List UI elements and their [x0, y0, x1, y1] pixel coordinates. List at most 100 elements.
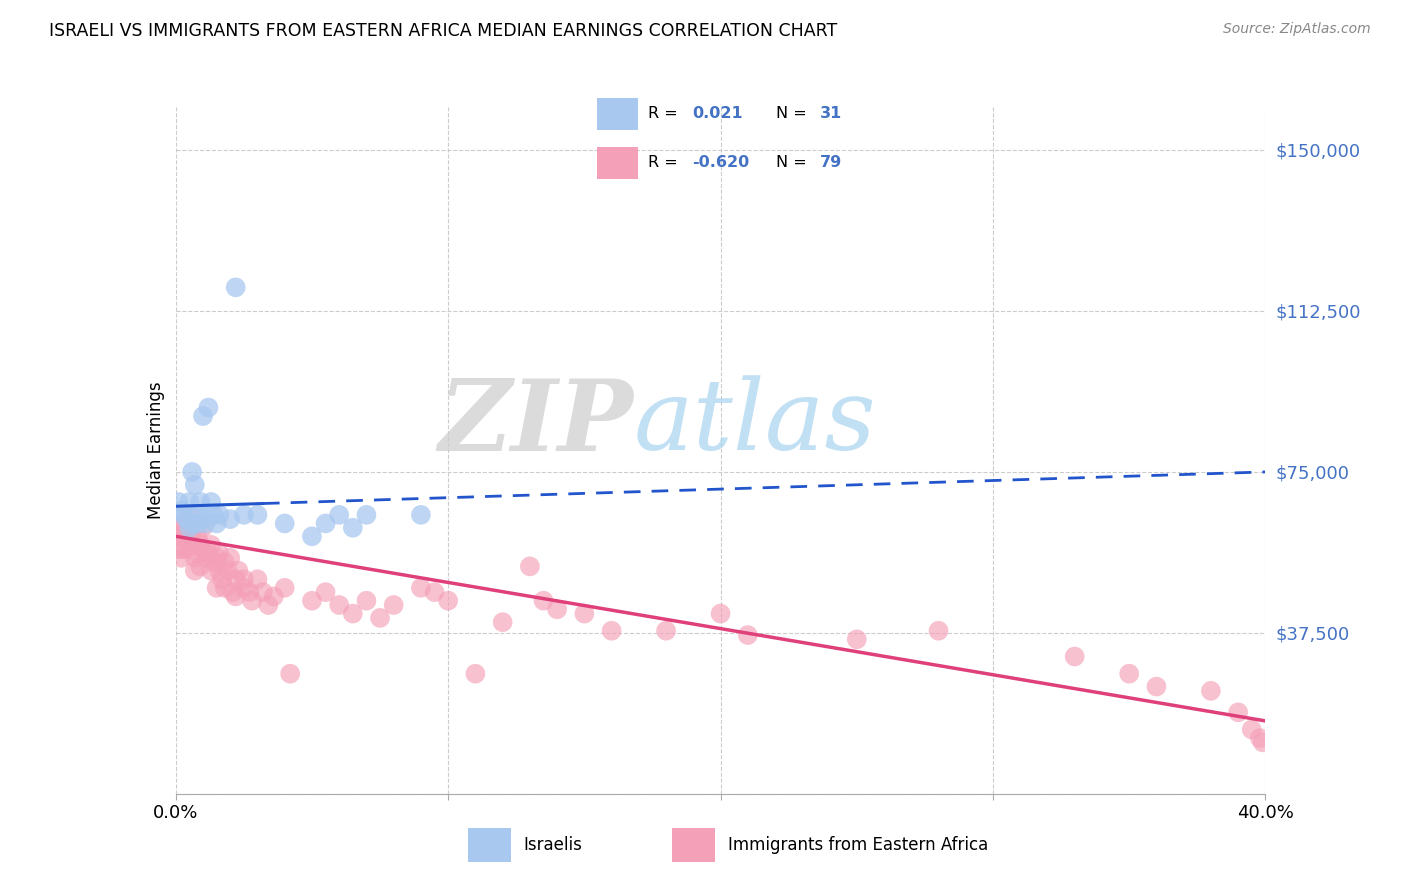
- Point: [228, 564, 250, 578]
- Point: [533, 593, 555, 607]
- Point: [186, 508, 209, 522]
- Point: [179, 521, 201, 535]
- Point: [1249, 731, 1271, 745]
- FancyBboxPatch shape: [468, 828, 512, 863]
- Point: [173, 529, 195, 543]
- Point: [263, 590, 285, 604]
- FancyBboxPatch shape: [598, 98, 638, 129]
- Point: [167, 495, 190, 509]
- Point: [1118, 666, 1140, 681]
- Point: [519, 559, 541, 574]
- Point: [1240, 723, 1263, 737]
- Point: [1199, 683, 1222, 698]
- Text: Immigrants from Eastern Africa: Immigrants from Eastern Africa: [728, 836, 988, 855]
- Point: [252, 585, 274, 599]
- Point: [845, 632, 868, 647]
- Point: [574, 607, 596, 621]
- Text: 0.021: 0.021: [692, 106, 742, 121]
- Point: [194, 516, 217, 531]
- Point: [1144, 680, 1167, 694]
- Text: ISRAELI VS IMMIGRANTS FROM EASTERN AFRICA MEDIAN EARNINGS CORRELATION CHART: ISRAELI VS IMMIGRANTS FROM EASTERN AFRIC…: [49, 22, 838, 40]
- Point: [191, 409, 214, 423]
- Point: [200, 538, 222, 552]
- Point: [600, 624, 623, 638]
- Point: [328, 598, 350, 612]
- Point: [342, 521, 364, 535]
- Point: [184, 478, 207, 492]
- Point: [240, 593, 263, 607]
- Point: [737, 628, 759, 642]
- Text: Israelis: Israelis: [523, 836, 582, 855]
- Point: [232, 572, 254, 586]
- Text: -0.620: -0.620: [692, 155, 749, 170]
- Point: [173, 516, 195, 531]
- Point: [232, 581, 254, 595]
- Point: [186, 516, 209, 531]
- Point: [205, 550, 228, 565]
- Point: [274, 516, 297, 531]
- Point: [211, 572, 233, 586]
- Point: [188, 559, 211, 574]
- Point: [208, 508, 231, 522]
- Text: 31: 31: [820, 106, 842, 121]
- Text: N =: N =: [776, 106, 813, 121]
- Point: [655, 624, 678, 638]
- FancyBboxPatch shape: [598, 147, 638, 178]
- Point: [170, 503, 193, 517]
- Point: [437, 593, 460, 607]
- Point: [181, 521, 204, 535]
- Point: [202, 508, 225, 522]
- Point: [246, 508, 269, 522]
- Point: [186, 546, 209, 561]
- Point: [191, 512, 214, 526]
- Point: [167, 542, 190, 557]
- Text: 79: 79: [820, 155, 842, 170]
- Point: [464, 666, 486, 681]
- Point: [301, 593, 323, 607]
- Point: [1251, 735, 1274, 749]
- Point: [1063, 649, 1085, 664]
- Point: [197, 401, 219, 415]
- Point: [179, 508, 201, 522]
- Point: [928, 624, 950, 638]
- Text: ZIP: ZIP: [439, 375, 633, 471]
- Point: [181, 465, 204, 479]
- Point: [176, 542, 198, 557]
- Point: [208, 546, 231, 561]
- Text: Source: ZipAtlas.com: Source: ZipAtlas.com: [1223, 22, 1371, 37]
- Point: [214, 555, 236, 569]
- Point: [423, 585, 446, 599]
- Point: [194, 550, 217, 565]
- Point: [238, 585, 260, 599]
- FancyBboxPatch shape: [672, 828, 716, 863]
- Point: [278, 666, 301, 681]
- Point: [232, 508, 254, 522]
- Point: [1227, 706, 1250, 720]
- Point: [246, 572, 269, 586]
- Point: [546, 602, 568, 616]
- Point: [225, 280, 247, 294]
- Point: [225, 572, 247, 586]
- Point: [181, 516, 204, 531]
- Text: N =: N =: [776, 155, 813, 170]
- Point: [170, 550, 193, 565]
- Point: [356, 508, 378, 522]
- Point: [184, 550, 207, 565]
- Point: [197, 546, 219, 561]
- Point: [222, 585, 245, 599]
- Point: [202, 555, 225, 569]
- Text: R =: R =: [648, 106, 683, 121]
- Point: [315, 585, 337, 599]
- Point: [173, 508, 195, 522]
- Point: [382, 598, 405, 612]
- Point: [217, 564, 239, 578]
- Point: [186, 529, 209, 543]
- Point: [200, 495, 222, 509]
- Point: [208, 564, 231, 578]
- Point: [181, 538, 204, 552]
- Point: [179, 529, 201, 543]
- Text: R =: R =: [648, 155, 683, 170]
- Point: [328, 508, 350, 522]
- Point: [710, 607, 733, 621]
- Point: [170, 529, 193, 543]
